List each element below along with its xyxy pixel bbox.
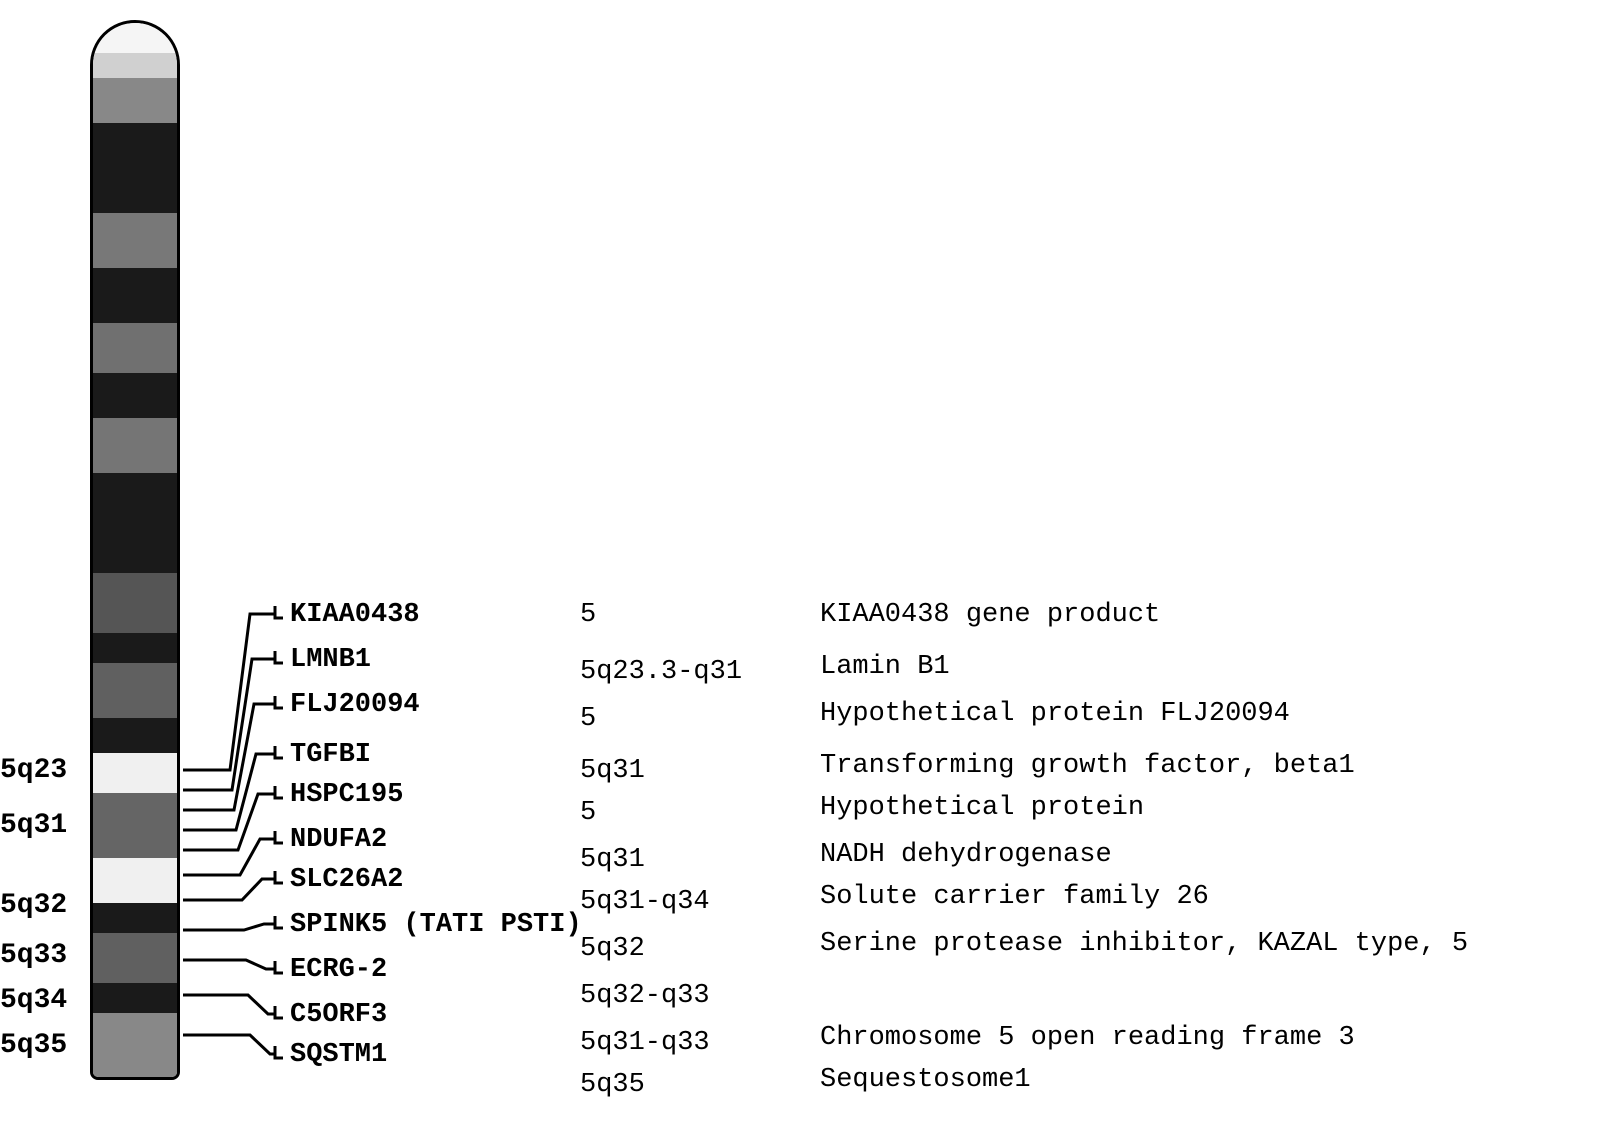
- gene-symbol-NDUFA2: NDUFA2: [290, 825, 387, 855]
- connector-line-10: [183, 1035, 275, 1054]
- connector-line-2: [183, 704, 275, 810]
- chromosome-band-5: [93, 268, 177, 323]
- chromosome-band-13: [93, 718, 177, 753]
- gene-description-4: Hypothetical protein: [820, 793, 1144, 823]
- tick-3: [275, 746, 283, 758]
- gene-description-3: Transforming growth factor, beta1: [820, 751, 1355, 781]
- gene-location-3: 5q31: [580, 756, 645, 786]
- gene-description-7: Serine protease inhibitor, KAZAL type, 5: [820, 929, 1468, 959]
- connector-line-4: [183, 794, 275, 850]
- tick-4: [275, 786, 283, 798]
- chromosome-band-8: [93, 418, 177, 473]
- gene-description-9: Chromosome 5 open reading frame 3: [820, 1023, 1355, 1053]
- chromosome-band-10: [93, 573, 177, 633]
- connector-line-1: [183, 659, 275, 790]
- chromosome-band-12: [93, 663, 177, 718]
- gene-symbol-C5ORF3: C5ORF3: [290, 1000, 387, 1030]
- tick-10: [275, 1046, 283, 1058]
- gene-location-10: 5q35: [580, 1070, 645, 1100]
- tick-8: [275, 961, 283, 973]
- gene-location-0: 5: [580, 600, 596, 630]
- tick-1: [275, 651, 283, 663]
- chromosome-band-19: [93, 983, 177, 1013]
- gene-symbol-HSPC195: HSPC195: [290, 780, 403, 810]
- tick-5: [275, 831, 283, 843]
- tick-7: [275, 916, 283, 928]
- gene-description-6: Solute carrier family 26: [820, 882, 1209, 912]
- gene-symbol-LMNB1: LMNB1: [290, 645, 371, 675]
- gene-location-6: 5q31-q34: [580, 887, 710, 917]
- chromosome-container: [90, 20, 180, 1080]
- gene-location-1: 5q23.3-q31: [580, 657, 742, 687]
- chromosome-band-20: [93, 1013, 177, 1080]
- gene-symbol-SLC26A2: SLC26A2: [290, 865, 403, 895]
- gene-description-2: Hypothetical protein FLJ20094: [820, 699, 1290, 729]
- gene-symbol-SQSTM1: SQSTM1: [290, 1040, 387, 1070]
- gene-location-5: 5q31: [580, 845, 645, 875]
- chromosome-band-15: [93, 793, 177, 858]
- gene-symbol-TGFBI: TGFBI: [290, 740, 371, 770]
- tick-2: [275, 696, 283, 708]
- chromosome-band-14: [93, 753, 177, 793]
- gene-description-0: KIAA0438 gene product: [820, 600, 1160, 630]
- chromosome-band-4: [93, 213, 177, 268]
- chromosome-band-11: [93, 633, 177, 663]
- chromosome-band-3: [93, 123, 177, 213]
- connector-line-6: [183, 879, 275, 900]
- gene-description-1: Lamin B1: [820, 652, 950, 682]
- chromosome-band-16: [93, 858, 177, 903]
- connector-line-5: [183, 839, 275, 875]
- connector-line-7: [183, 924, 275, 930]
- chromosome-band-2: [93, 78, 177, 123]
- band-label-5q31: 5q31: [0, 810, 67, 841]
- connector-lines-svg: [0, 0, 1611, 1137]
- gene-description-10: Sequestosome1: [820, 1065, 1031, 1095]
- chromosome-band-1: [93, 53, 177, 78]
- chromosome-band-9: [93, 473, 177, 573]
- band-label-5q34: 5q34: [0, 985, 67, 1016]
- tick-9: [275, 1006, 283, 1018]
- gene-symbol-KIAA0438: KIAA0438: [290, 600, 420, 630]
- tick-0: [275, 606, 283, 618]
- connector-line-8: [183, 960, 275, 969]
- gene-location-4: 5: [580, 798, 596, 828]
- gene-symbol-ECRG-2: ECRG-2: [290, 955, 387, 985]
- band-label-5q23: 5q23: [0, 755, 67, 786]
- chromosome-band-7: [93, 373, 177, 418]
- gene-symbol-SPINK5: SPINK5 (TATI PSTI): [290, 910, 582, 940]
- gene-location-7: 5q32: [580, 934, 645, 964]
- chromosome-band-0: [93, 23, 177, 53]
- gene-description-5: NADH dehydrogenase: [820, 840, 1112, 870]
- connector-line-3: [183, 754, 275, 830]
- connector-line-9: [183, 995, 275, 1014]
- tick-6: [275, 871, 283, 883]
- band-label-5q32: 5q32: [0, 890, 67, 921]
- connector-line-0: [183, 614, 275, 770]
- gene-location-8: 5q32-q33: [580, 981, 710, 1011]
- chromosome-band-6: [93, 323, 177, 373]
- gene-location-9: 5q31-q33: [580, 1028, 710, 1058]
- gene-symbol-FLJ20094: FLJ20094: [290, 690, 420, 720]
- gene-location-2: 5: [580, 704, 596, 734]
- chromosome-band-17: [93, 903, 177, 933]
- chromosome-band-18: [93, 933, 177, 983]
- band-label-5q35: 5q35: [0, 1030, 67, 1061]
- chromosome-ideogram: [90, 20, 180, 1080]
- band-label-5q33: 5q33: [0, 940, 67, 971]
